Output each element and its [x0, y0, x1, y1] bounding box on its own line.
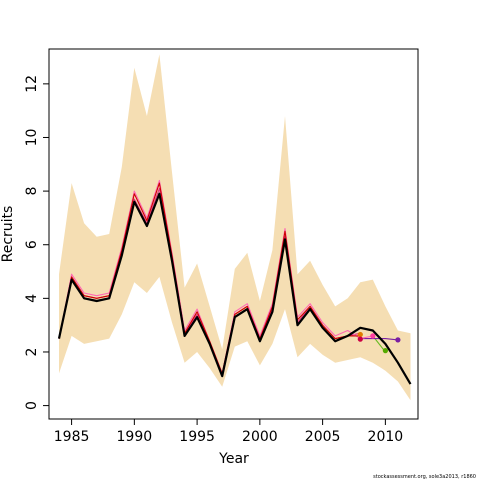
x-tick-label: 1985: [54, 429, 90, 445]
plot-area: [57, 54, 412, 401]
y-tick-label: 0: [24, 401, 40, 410]
x-axis-title: Year: [218, 451, 249, 467]
x-tick-label: 2000: [242, 429, 278, 445]
y-tick-label: 2: [24, 348, 40, 357]
plot-frame: [48, 48, 419, 420]
end-point: [357, 331, 363, 338]
end-point: [370, 333, 376, 339]
source-credit: stockassessment.org, sole3a2013, r1860: [373, 474, 476, 480]
axes: 1985 1990 1995 2000 2005 2010 0 2 4 6 8 10 12: [24, 75, 403, 445]
x-tick-label: 2010: [368, 429, 404, 445]
end-point: [395, 337, 401, 343]
confidence-band: [59, 54, 411, 401]
y-tick-label: 8: [24, 187, 40, 196]
x-tick-label: 1990: [117, 429, 153, 445]
end-point: [382, 348, 388, 354]
x-tick-label: 1995: [179, 429, 215, 445]
end-point: [357, 336, 363, 342]
main-series-line: [57, 192, 412, 385]
y-axis-title: Recruits: [0, 206, 16, 263]
y-tick-label: 12: [24, 75, 40, 93]
y-tick-label: 4: [24, 294, 40, 303]
x-tick-label: 2005: [305, 429, 341, 445]
y-tick-label: 10: [24, 129, 40, 147]
y-tick-label: 6: [24, 240, 40, 249]
